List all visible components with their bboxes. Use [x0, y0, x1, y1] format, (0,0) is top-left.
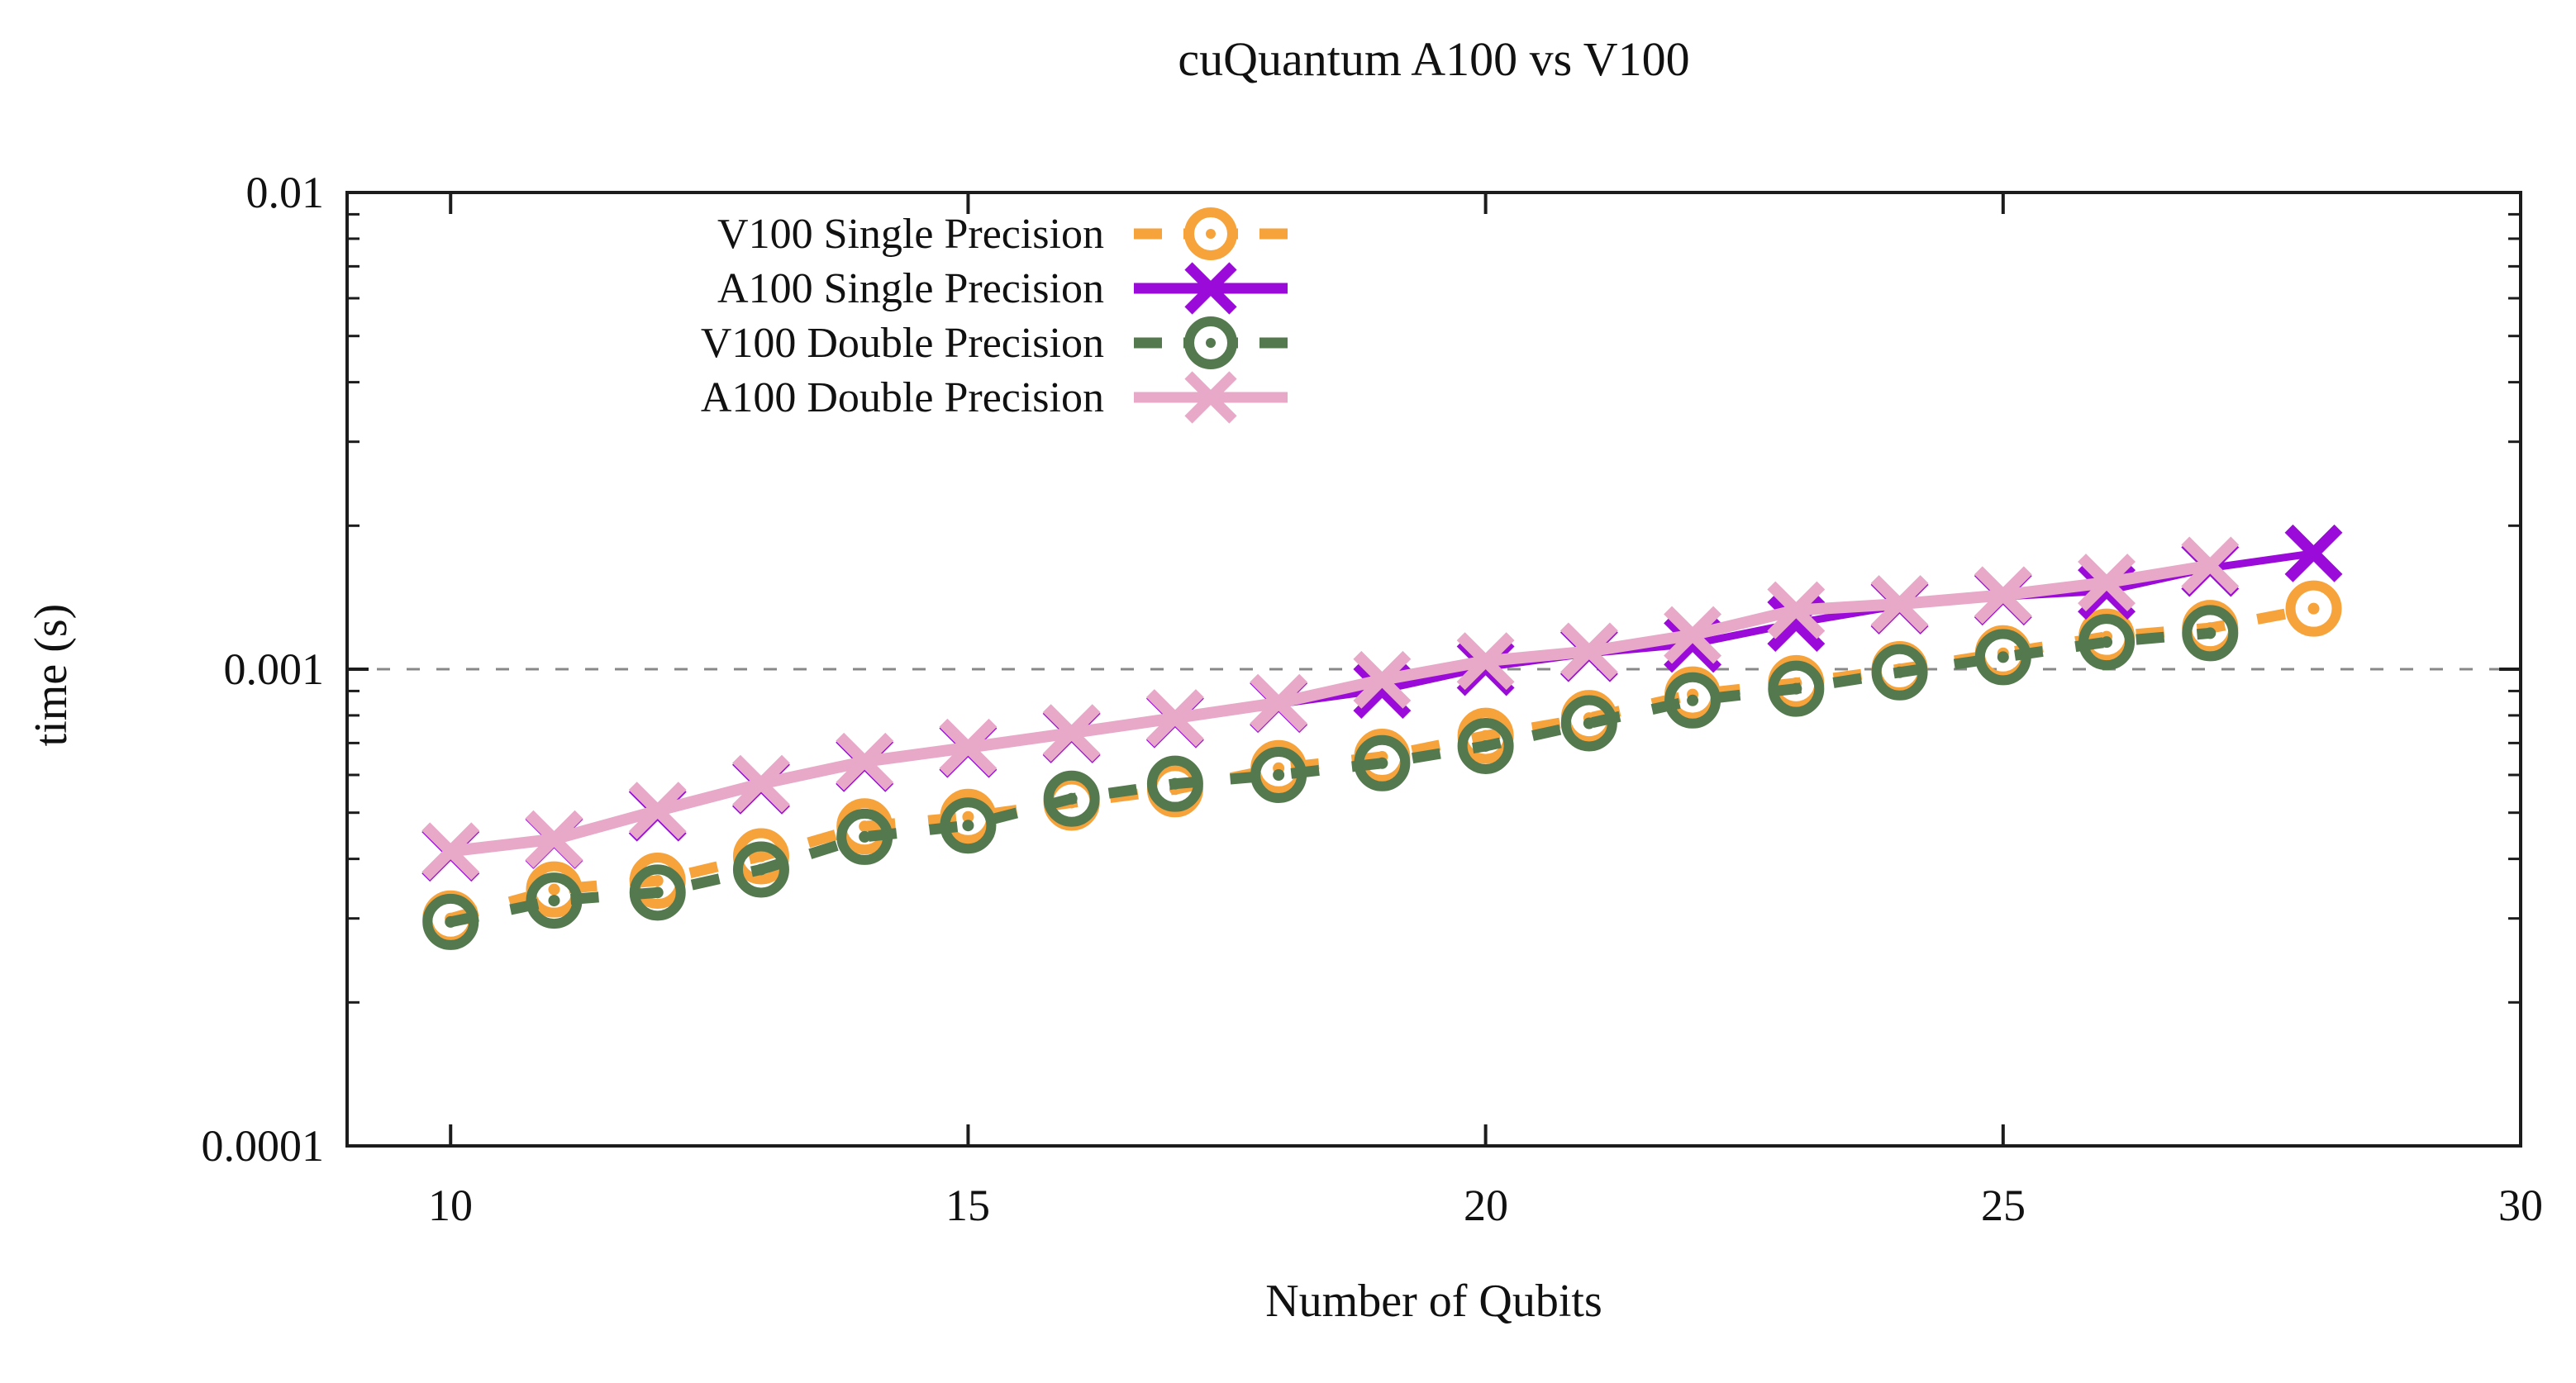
- legend-entry-v100-double: V100 Double Precision: [331, 314, 1289, 372]
- x-tick-label-20: 20: [1464, 1181, 1508, 1230]
- x-tick-label-15: 15: [945, 1181, 990, 1230]
- legend-entry-v100-single: V100 Single Precision: [331, 205, 1289, 263]
- x-tick-label-30: 30: [2498, 1181, 2543, 1230]
- plot-border-and-ticks: [345, 191, 2522, 1148]
- legend-swatch-a100-single: [1134, 262, 1288, 315]
- series-a100-double-precision: [421, 536, 2240, 881]
- chart-title: cuQuantum A100 vs V100: [1178, 32, 1690, 86]
- x-axis-label: Number of Qubits: [1265, 1276, 1602, 1327]
- x-tick-label-25: 25: [1981, 1181, 2026, 1230]
- legend-entry-a100-double: A100 Double Precision: [331, 368, 1289, 426]
- y-tick-label-0.001: 0.001: [223, 644, 325, 694]
- legend-swatch-v100-single: [1134, 207, 1288, 260]
- legend-label-v100-single: V100 Single Precision: [717, 210, 1104, 258]
- y-tick-label-0.01: 0.01: [245, 168, 325, 217]
- series-a100-single-precision: [421, 524, 2343, 882]
- legend-swatch-a100-double: [1134, 371, 1288, 424]
- legend-label-a100-double: A100 Double Precision: [700, 373, 1104, 421]
- series-v100-double-precision: [422, 605, 2239, 950]
- legend-entry-a100-single: A100 Single Precision: [331, 259, 1289, 317]
- x-tick-label-10: 10: [428, 1181, 473, 1230]
- legend-label-a100-single: A100 Single Precision: [717, 264, 1104, 312]
- legend-swatch-v100-double: [1134, 316, 1288, 369]
- legend-label-v100-double: V100 Double Precision: [700, 319, 1104, 367]
- y-tick-label-0.0001: 0.0001: [201, 1121, 325, 1171]
